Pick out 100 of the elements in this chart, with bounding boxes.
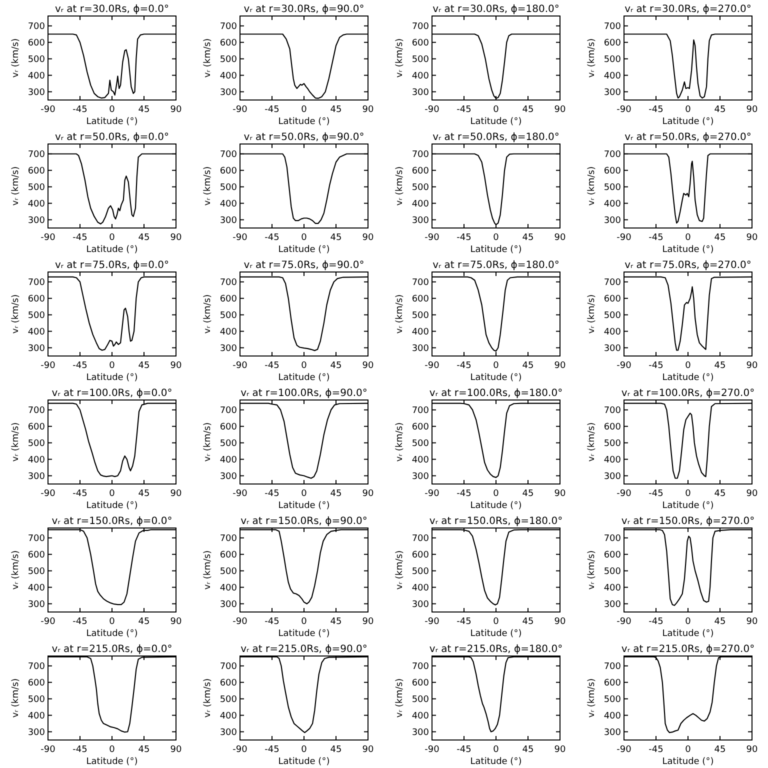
x-axis-title: Latitude (°) (86, 117, 138, 127)
y-axis-title: vᵣ (km/s) (395, 550, 405, 590)
y-tick-label: 300 (28, 600, 46, 610)
y-tick-label: 300 (604, 728, 622, 738)
x-tick-label: -45 (456, 105, 472, 115)
x-tick-label: -45 (456, 361, 472, 371)
x-axis-title: Latitude (°) (662, 501, 714, 511)
x-tick-label: 45 (714, 361, 726, 371)
y-tick-label: 500 (604, 311, 622, 322)
y-tick-label: 500 (604, 55, 622, 66)
x-tick-label: 90 (362, 361, 374, 371)
y-tick-label: 300 (604, 344, 622, 354)
x-tick-label: 90 (554, 617, 566, 627)
x-tick-label: -90 (616, 233, 632, 243)
x-tick-label: -45 (72, 617, 88, 627)
x-tick-label: -45 (72, 105, 88, 115)
x-tick-label: -45 (648, 233, 664, 243)
chart-title: vᵣ at r=50.0Rs, ϕ=0.0° (54, 132, 170, 143)
y-tick-label: 700 (28, 22, 46, 32)
y-tick-label: 300 (28, 344, 46, 354)
y-tick-label: 500 (412, 311, 430, 322)
x-tick-label: 90 (362, 233, 374, 243)
x-tick-label: -90 (40, 233, 56, 243)
x-tick-label: 90 (554, 233, 566, 243)
x-tick-label: 90 (170, 105, 182, 115)
y-tick-label: 300 (220, 728, 238, 738)
x-axis-title: Latitude (°) (470, 117, 522, 127)
y-tick-label: 500 (28, 55, 46, 66)
x-tick-label: -90 (40, 745, 56, 755)
y-tick-label: 400 (220, 199, 238, 210)
x-tick-label: 90 (362, 617, 374, 627)
chart-title: vᵣ at r=100.0Rs, ϕ=0.0° (52, 388, 172, 399)
x-axis-title: Latitude (°) (86, 245, 138, 255)
x-tick-label: -45 (264, 105, 280, 115)
x-tick-label: 45 (138, 361, 150, 371)
y-axis-title: vᵣ (km/s) (203, 38, 213, 78)
y-tick-label: 600 (28, 422, 46, 433)
x-tick-label: -90 (424, 233, 440, 243)
x-tick-label: 0 (301, 105, 308, 115)
y-tick-label: 300 (28, 88, 46, 98)
y-tick-label: 300 (604, 600, 622, 610)
x-tick-label: 90 (746, 745, 758, 755)
x-tick-label: -45 (264, 617, 280, 627)
y-tick-label: 600 (28, 166, 46, 177)
x-axis-title: Latitude (°) (278, 117, 330, 127)
x-tick-label: 90 (554, 489, 566, 499)
x-tick-label: 0 (301, 745, 308, 755)
y-axis-title: vᵣ (km/s) (587, 550, 597, 590)
x-tick-label: 90 (170, 745, 182, 755)
y-tick-label: 600 (220, 678, 238, 689)
x-tick-label: 45 (714, 617, 726, 627)
y-tick-label: 600 (604, 550, 622, 561)
x-axis-title: Latitude (°) (470, 757, 522, 767)
x-tick-label: 90 (746, 361, 758, 371)
y-tick-label: 700 (604, 534, 622, 544)
x-tick-label: 45 (714, 745, 726, 755)
x-axis-title: Latitude (°) (86, 501, 138, 511)
y-tick-label: 500 (412, 567, 430, 578)
y-tick-label: 400 (412, 455, 430, 466)
y-tick-label: 600 (220, 550, 238, 561)
x-tick-label: -45 (456, 617, 472, 627)
x-tick-label: 45 (522, 361, 534, 371)
x-tick-label: 0 (685, 489, 692, 499)
y-tick-label: 400 (220, 711, 238, 722)
y-tick-label: 300 (604, 216, 622, 226)
y-tick-label: 700 (28, 150, 46, 160)
x-tick-label: 0 (685, 617, 692, 627)
y-tick-label: 400 (604, 583, 622, 594)
y-axis-title: vᵣ (km/s) (587, 678, 597, 718)
y-tick-label: 500 (604, 439, 622, 450)
y-tick-label: 500 (412, 183, 430, 194)
y-tick-label: 700 (220, 22, 238, 32)
y-tick-label: 400 (412, 199, 430, 210)
x-tick-label: -45 (456, 489, 472, 499)
y-axis-title: vᵣ (km/s) (395, 38, 405, 78)
y-tick-label: 400 (28, 583, 46, 594)
x-tick-label: -90 (232, 233, 248, 243)
y-tick-label: 700 (412, 406, 430, 416)
y-tick-label: 400 (28, 455, 46, 466)
y-axis-title: vᵣ (km/s) (395, 678, 405, 718)
y-tick-label: 400 (412, 583, 430, 594)
x-tick-label: 90 (746, 617, 758, 627)
x-axis-title: Latitude (°) (470, 501, 522, 511)
y-tick-label: 600 (220, 422, 238, 433)
x-tick-label: 90 (362, 745, 374, 755)
x-tick-label: -45 (72, 233, 88, 243)
y-axis-title: vᵣ (km/s) (203, 294, 213, 334)
x-axis-title: Latitude (°) (662, 629, 714, 639)
chart-title: vᵣ at r=75.0Rs, ϕ=0.0° (54, 260, 170, 271)
y-tick-label: 300 (220, 88, 238, 98)
y-tick-label: 600 (412, 550, 430, 561)
chart-title: vᵣ at r=150.0Rs, ϕ=90.0° (240, 516, 368, 527)
chart-title: vᵣ at r=75.0Rs, ϕ=270.0° (624, 260, 752, 271)
y-tick-label: 500 (28, 567, 46, 578)
y-tick-label: 600 (28, 294, 46, 305)
x-tick-label: 90 (170, 489, 182, 499)
x-tick-label: 45 (522, 489, 534, 499)
x-axis-title: Latitude (°) (662, 245, 714, 255)
x-axis-title: Latitude (°) (278, 245, 330, 255)
x-axis-title: Latitude (°) (278, 629, 330, 639)
